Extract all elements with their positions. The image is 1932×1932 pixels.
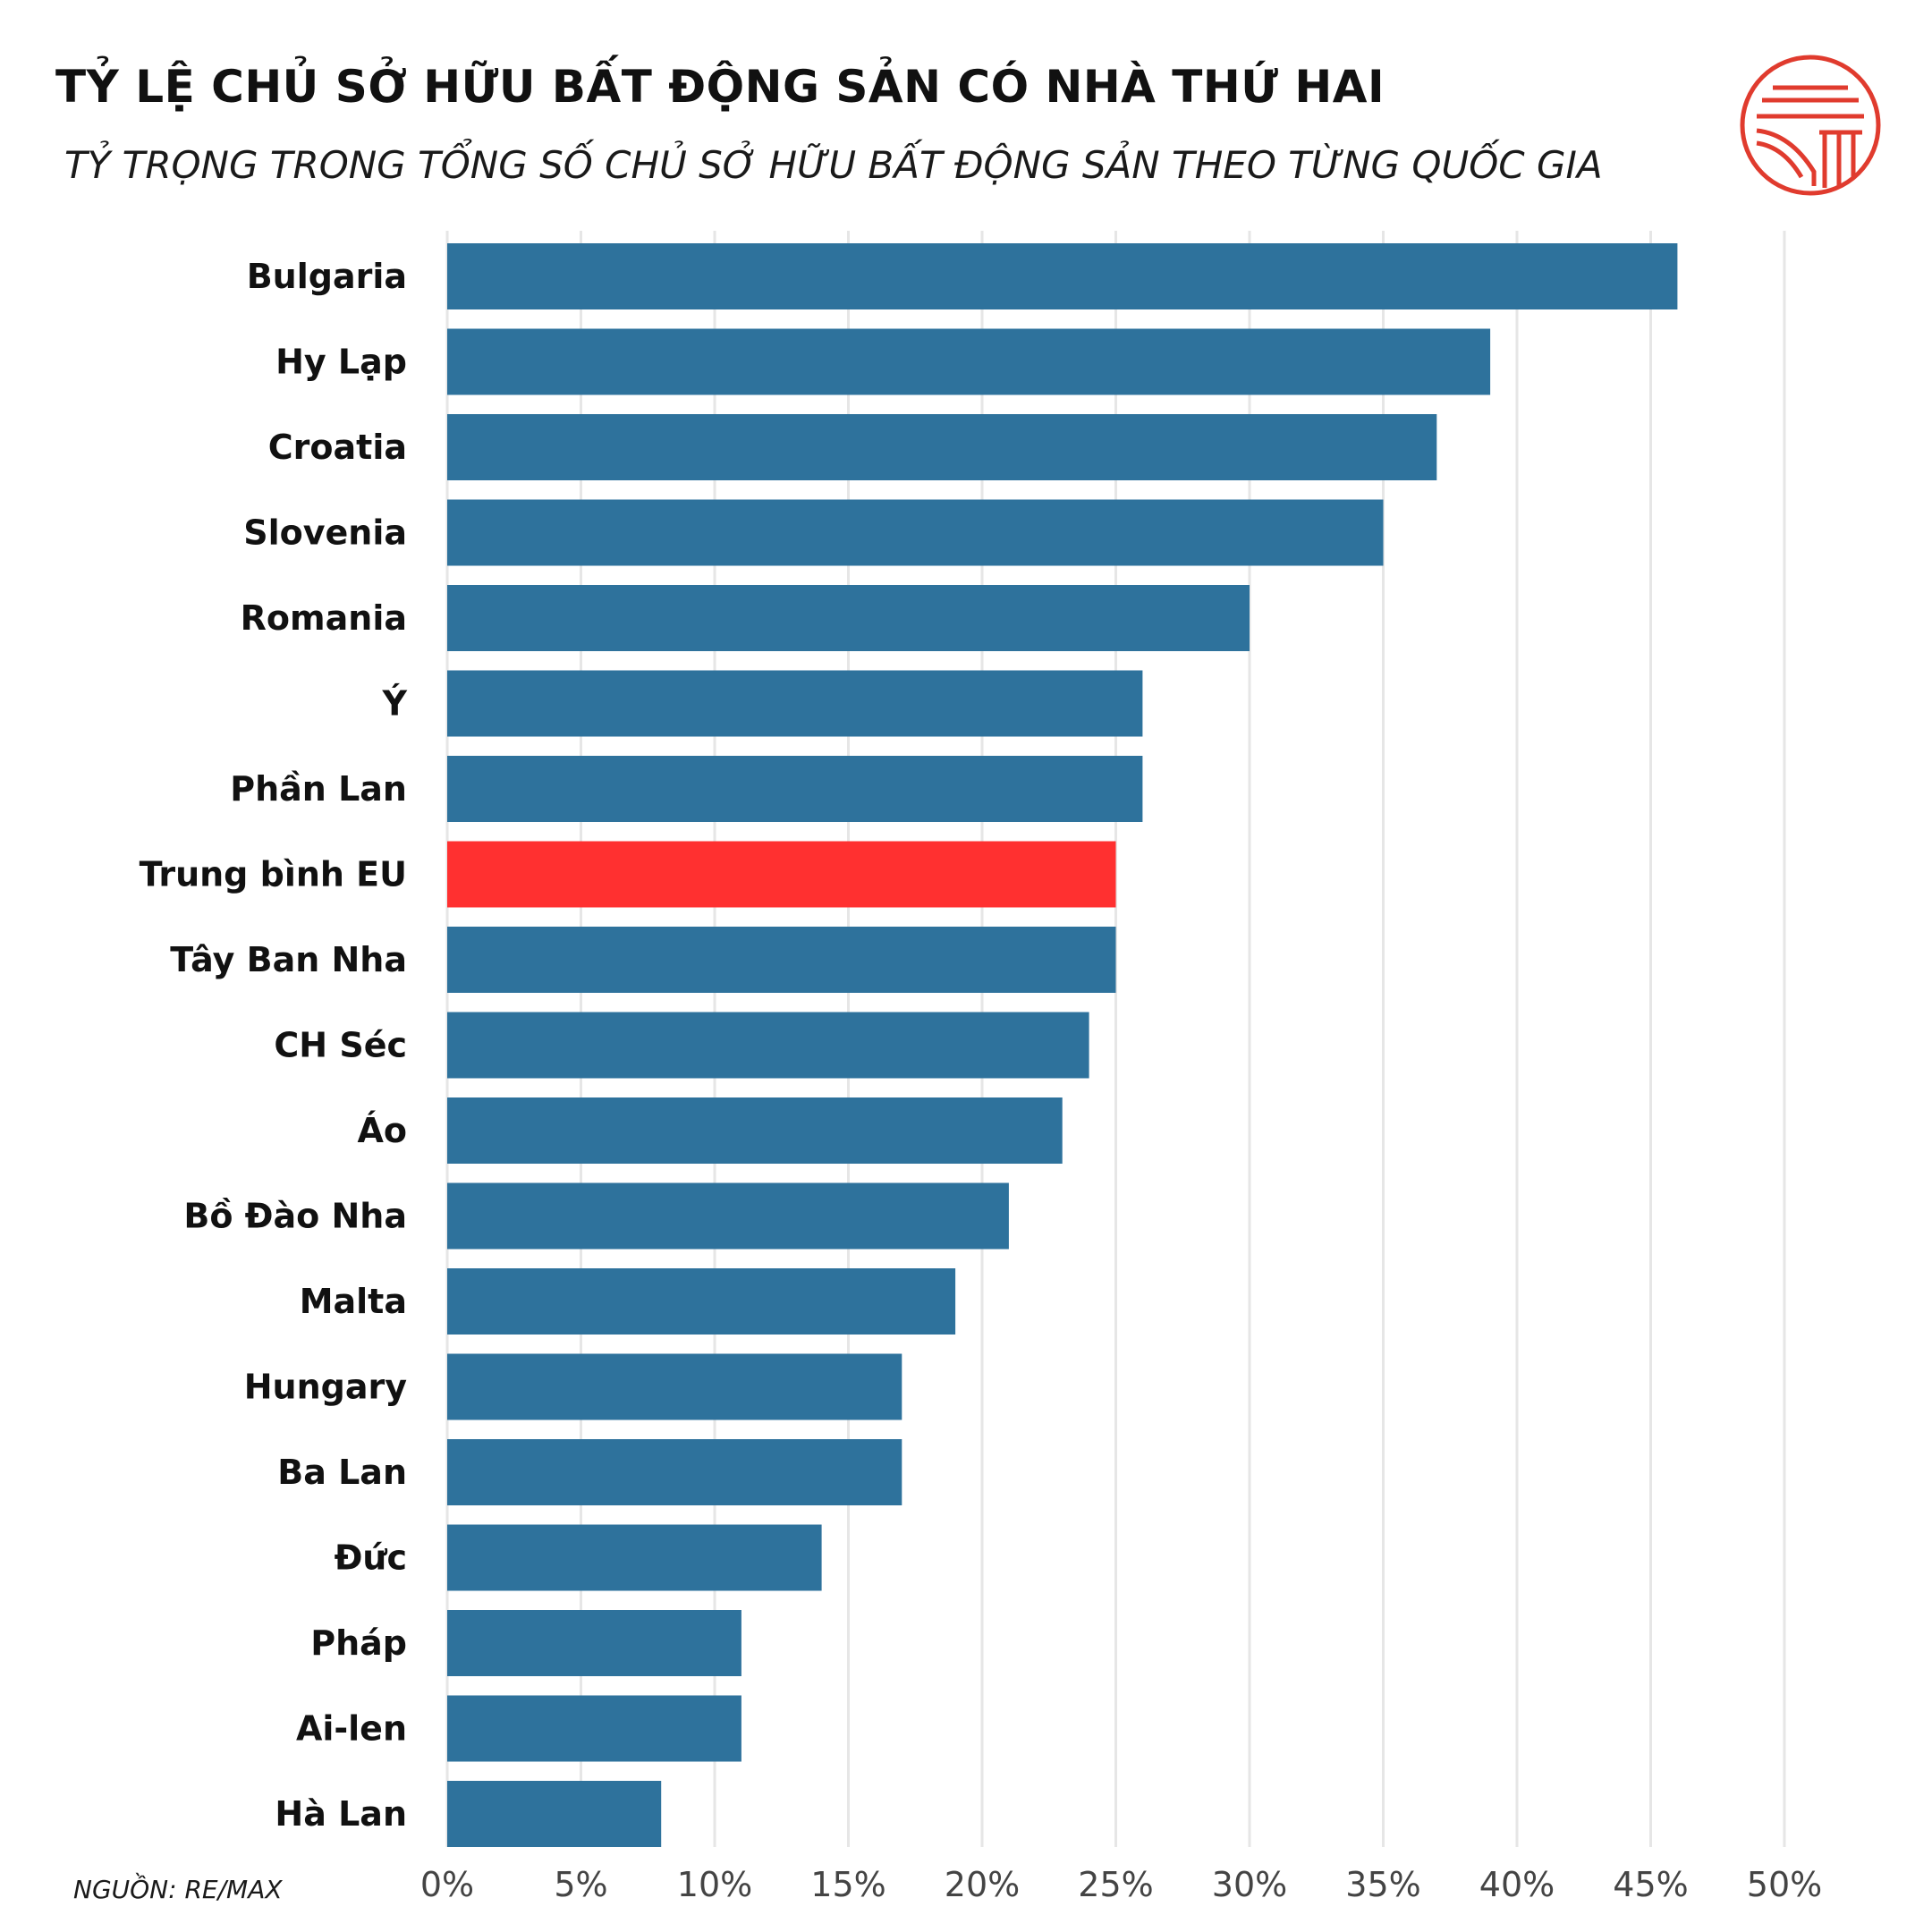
category-label: Phần Lan: [230, 769, 407, 809]
bar: [447, 328, 1491, 395]
bar: [447, 1610, 741, 1676]
x-tick-label: 50%: [1747, 1865, 1822, 1904]
x-tick-label: 35%: [1345, 1865, 1420, 1904]
x-tick-label: 0%: [420, 1865, 474, 1904]
category-label: Croatia: [268, 428, 407, 467]
bar: [447, 756, 1143, 822]
source-note: NGUỒN: RE/MAX: [73, 1875, 283, 1904]
bar: [447, 1695, 741, 1762]
category-label: Tây Ban Nha: [170, 940, 407, 979]
category-label: Ý: [381, 684, 407, 724]
category-label: Hy Lạp: [275, 343, 407, 382]
category-label: Pháp: [310, 1623, 407, 1663]
bar-highlight: [447, 841, 1116, 908]
x-tick-label: 20%: [945, 1865, 1020, 1904]
category-label: CH Séc: [274, 1026, 407, 1065]
category-label: Bồ Đào Nha: [183, 1197, 407, 1236]
bar: [447, 1012, 1089, 1079]
x-tick-label: 10%: [677, 1865, 752, 1904]
category-label: Hà Lan: [275, 1794, 407, 1834]
bar: [447, 1182, 1009, 1250]
x-tick-label: 5%: [554, 1865, 607, 1904]
bar: [447, 927, 1116, 993]
bar: [447, 1097, 1063, 1164]
bar: [447, 243, 1678, 309]
x-tick-label: 40%: [1479, 1865, 1555, 1904]
x-tick-label: 30%: [1212, 1865, 1287, 1904]
category-label: Ba Lan: [277, 1453, 407, 1492]
category-label: Slovenia: [243, 513, 407, 553]
bar: [447, 1353, 902, 1420]
bar: [447, 1439, 902, 1505]
category-label: Ai-len: [296, 1709, 407, 1749]
bar: [447, 670, 1143, 737]
bar: [447, 1524, 822, 1591]
bar: [447, 585, 1250, 651]
temple-columns-icon: [1737, 52, 1884, 199]
category-label: Áo: [357, 1111, 407, 1150]
category-label: Trung bình EU: [140, 855, 407, 894]
category-label: Malta: [300, 1282, 407, 1321]
x-tick-label: 45%: [1613, 1865, 1688, 1904]
category-label: Đức: [335, 1538, 407, 1578]
bar: [447, 414, 1437, 480]
bar: [447, 1781, 662, 1847]
category-label: Bulgaria: [247, 257, 407, 296]
chart-title: TỶ LỆ CHỦ SỞ HỮU BẤT ĐỘNG SẢN CÓ NHÀ THỨ…: [55, 61, 1385, 113]
bar: [447, 1268, 956, 1335]
x-tick-label: 15%: [810, 1865, 886, 1904]
category-label: Romania: [241, 598, 407, 638]
x-tick-label: 25%: [1078, 1865, 1153, 1904]
category-label: Hungary: [244, 1368, 407, 1407]
bar: [447, 499, 1384, 566]
chart-subtitle: TỶ TRỌNG TRONG TỔNG SỐ CHỦ SỞ HỮU BẤT ĐỘ…: [64, 143, 1603, 187]
